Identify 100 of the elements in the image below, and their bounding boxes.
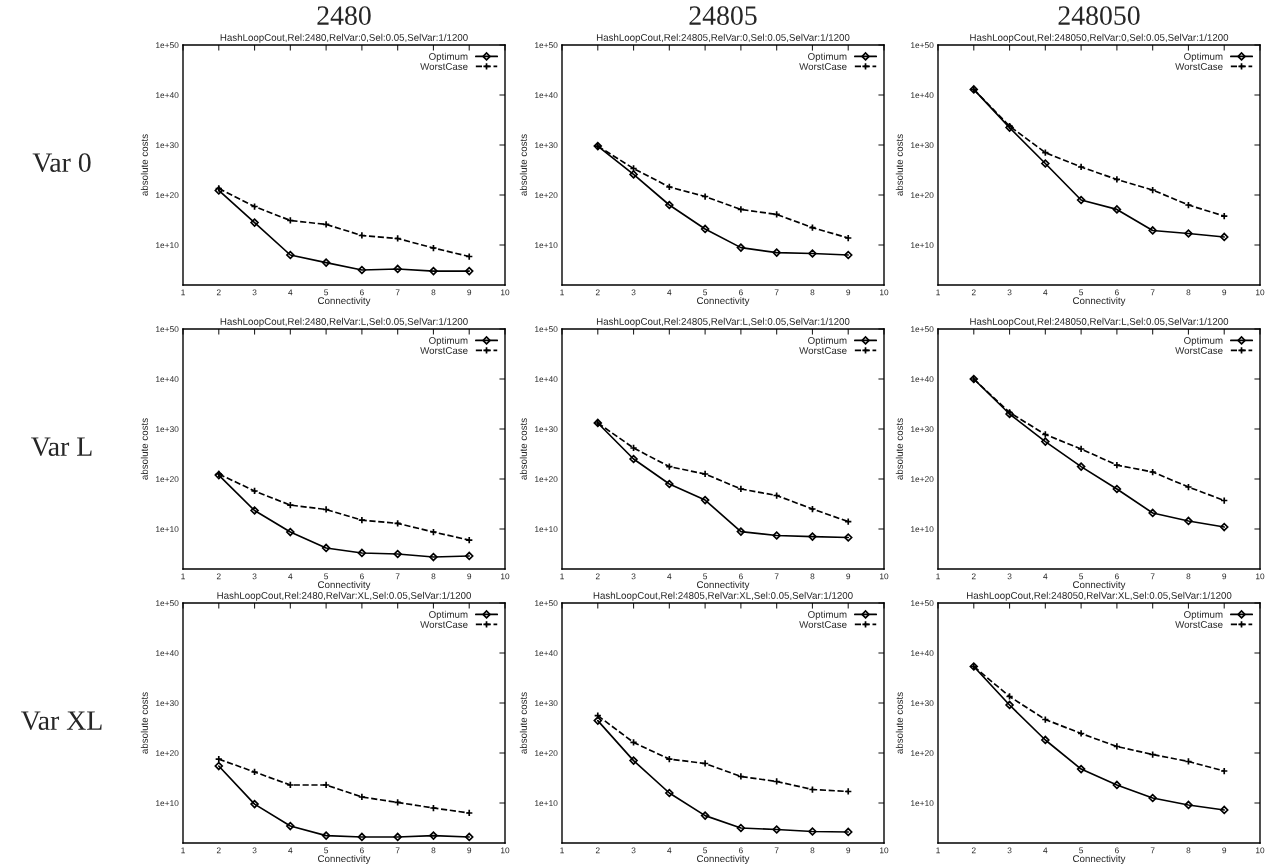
y-tick-label: 1e+30 <box>535 142 558 149</box>
chart-title: HashLoopCout,Rel:2480,RelVar:L,Sel:0.05,SelVar:1/1200 <box>220 317 468 327</box>
x-tick-label: 6 <box>359 847 364 854</box>
legend-label: WorstCase <box>1175 63 1223 70</box>
y-tick-label: 1e+30 <box>911 426 934 433</box>
x-tick-label: 4 <box>288 573 293 580</box>
x-tick-label: 6 <box>1114 289 1119 296</box>
y-axis-title: absolute costs <box>519 134 527 196</box>
legend-label: Optimum <box>429 336 468 346</box>
chart-title: HashLoopCout,Rel:2480,RelVar:0,Sel:0.05,SelVar:1/1200 <box>220 33 468 43</box>
y-tick-label: 1e+50 <box>535 42 558 49</box>
y-tick-label: 1e+10 <box>156 242 179 249</box>
x-tick-label: 6 <box>1114 847 1119 854</box>
x-tick-label: 3 <box>631 847 636 854</box>
x-tick-label: 7 <box>1150 289 1155 296</box>
x-tick-label: 3 <box>631 573 636 580</box>
x-tick-label: 1 <box>181 289 185 296</box>
y-tick-label: 1e+30 <box>535 426 558 433</box>
x-tick-label: 7 <box>774 289 779 296</box>
legend-label: Optimum <box>1184 610 1223 620</box>
x-tick-label: 7 <box>395 573 400 580</box>
y-tick-label: 1e+10 <box>535 800 558 807</box>
x-tick-label: 5 <box>324 847 329 854</box>
legend-label: WorstCase <box>1175 621 1223 628</box>
x-tick-label: 5 <box>703 289 708 296</box>
x-axis-title: Connectivity <box>697 296 750 306</box>
x-tick-label: 4 <box>288 847 293 854</box>
chart-title: HashLoopCout,Rel:2480,RelVar:XL,Sel:0.05,SelVar:1/1200 <box>217 591 471 601</box>
legend-label: WorstCase <box>420 621 468 628</box>
x-tick-label: 1 <box>560 289 564 296</box>
chart-title: HashLoopCout,Rel:24805,RelVar:0,Sel:0.05,SelVar:1/1200 <box>596 33 850 43</box>
x-tick-label: 4 <box>1043 573 1048 580</box>
y-axis-title: absolute costs <box>895 418 903 480</box>
x-tick-label: 7 <box>395 289 400 296</box>
chart-title: HashLoopCout,Rel:248050,RelVar:L,Sel:0.05,SelVar:1/1200 <box>970 317 1229 327</box>
y-tick-label: 1e+10 <box>911 242 934 249</box>
y-tick-label: 1e+30 <box>156 426 179 433</box>
x-axis-title: Connectivity <box>697 854 750 864</box>
x-tick-label: 3 <box>1007 289 1012 296</box>
y-tick-label: 1e+50 <box>156 326 179 333</box>
legend-label: WorstCase <box>420 63 468 70</box>
y-axis-title: absolute costs <box>895 692 903 754</box>
y-tick-label: 1e+40 <box>156 376 179 383</box>
y-tick-label: 1e+30 <box>156 700 179 707</box>
x-tick-label: 4 <box>1043 847 1048 854</box>
x-axis-title: Connectivity <box>1073 854 1126 864</box>
y-axis-title: absolute costs <box>140 134 148 196</box>
x-tick-label: 8 <box>431 573 436 580</box>
chart-title: HashLoopCout,Rel:24805,RelVar:L,Sel:0.05,SelVar:1/1200 <box>596 317 850 327</box>
x-tick-label: 6 <box>738 573 743 580</box>
x-axis-title: Connectivity <box>697 580 750 590</box>
x-tick-label: 5 <box>703 573 708 580</box>
x-tick-label: 6 <box>359 289 364 296</box>
y-tick-label: 1e+30 <box>911 142 934 149</box>
x-tick-label: 8 <box>1186 289 1191 296</box>
legend-label: WorstCase <box>799 621 847 628</box>
y-tick-label: 1e+50 <box>535 600 558 607</box>
y-tick-label: 1e+50 <box>911 326 934 333</box>
x-tick-label: 9 <box>467 573 472 580</box>
x-tick-label: 9 <box>467 847 472 854</box>
x-tick-label: 10 <box>501 847 510 854</box>
y-axis-title: absolute costs <box>895 134 903 196</box>
y-tick-label: 1e+20 <box>911 192 934 199</box>
x-axis-title: Connectivity <box>318 580 371 590</box>
x-tick-label: 1 <box>560 573 564 580</box>
legend-label: Optimum <box>1184 52 1223 62</box>
y-tick-label: 1e+30 <box>156 142 179 149</box>
x-tick-label: 9 <box>846 847 851 854</box>
x-tick-label: 7 <box>1150 847 1155 854</box>
x-tick-label: 10 <box>501 289 510 296</box>
y-tick-label: 1e+10 <box>156 800 179 807</box>
x-tick-label: 6 <box>738 847 743 854</box>
x-tick-label: 3 <box>1007 847 1012 854</box>
x-tick-label: 8 <box>431 289 436 296</box>
x-tick-label: 8 <box>810 289 815 296</box>
x-tick-label: 5 <box>1079 289 1084 296</box>
y-tick-label: 1e+20 <box>535 476 558 483</box>
x-tick-label: 6 <box>738 289 743 296</box>
x-tick-label: 10 <box>880 289 889 296</box>
x-tick-label: 3 <box>252 573 257 580</box>
x-tick-label: 7 <box>1150 573 1155 580</box>
y-tick-label: 1e+50 <box>911 42 934 49</box>
x-tick-label: 10 <box>1256 289 1265 296</box>
x-tick-label: 9 <box>1222 847 1227 854</box>
y-tick-label: 1e+10 <box>911 526 934 533</box>
x-tick-label: 1 <box>936 573 940 580</box>
x-tick-label: 7 <box>395 847 400 854</box>
y-axis-title: absolute costs <box>519 692 527 754</box>
x-tick-label: 2 <box>971 289 976 296</box>
x-tick-label: 3 <box>1007 573 1012 580</box>
y-tick-label: 1e+40 <box>911 650 934 657</box>
x-tick-label: 4 <box>667 573 672 580</box>
text: Var XL <box>21 711 102 731</box>
x-tick-label: 8 <box>1186 847 1191 854</box>
text: 2480 <box>317 6 371 25</box>
x-tick-label: 2 <box>216 573 221 580</box>
x-tick-label: 1 <box>936 289 940 296</box>
x-tick-label: 8 <box>431 847 436 854</box>
x-tick-label: 9 <box>846 573 851 580</box>
x-tick-label: 2 <box>595 847 600 854</box>
